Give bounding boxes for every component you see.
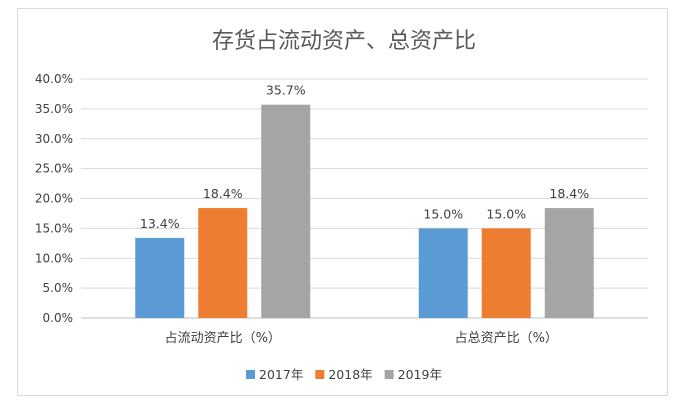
bar-data-label: 18.4%: [549, 186, 589, 201]
y-tick-label: 0.0%: [43, 311, 74, 325]
bar-data-label: 35.7%: [266, 83, 306, 98]
bar: [418, 228, 468, 318]
legend-swatch: [246, 370, 256, 379]
y-axis: 0.0% 5.0% 10.0% 15.0% 20.0% 25.0% 30.0% 35.0% 40…: [35, 72, 73, 325]
y-tick-label: 25.0%: [35, 162, 73, 176]
legend-label: 2019年: [398, 367, 442, 382]
data-labels: 13.4% 18.4% 35.7% 15.0% 15.0% 18.4%: [140, 83, 589, 231]
chart-title: 存货占流动资产、总资产比: [212, 29, 476, 54]
y-tick-label: 20.0%: [35, 192, 73, 206]
chart-frame: 存货占流动资产、总资产比 0.0% 5.0% 10.0% 15.0% 20.0% 25.0…: [17, 8, 668, 396]
y-tick-label: 15.0%: [35, 221, 73, 235]
legend-item: 2018年: [315, 367, 373, 382]
x-category-label: 占总资产比（%）: [455, 331, 558, 346]
x-axis: 占流动资产比（%） 占总资产比（%）: [165, 331, 558, 346]
legend-item: 2019年: [384, 367, 442, 382]
bar: [544, 208, 594, 318]
legend: 2017年 2018年 2019年: [246, 367, 442, 382]
bar-data-label: 13.4%: [140, 216, 180, 231]
bar-data-label: 15.0%: [486, 206, 526, 221]
bar-data-label: 15.0%: [423, 206, 463, 221]
y-tick-label: 35.0%: [35, 102, 73, 116]
bar: [481, 228, 531, 318]
bar: [261, 104, 311, 318]
bar: [198, 208, 248, 318]
bar: [135, 237, 185, 318]
legend-swatch: [315, 370, 325, 379]
y-tick-label: 5.0%: [43, 281, 74, 295]
x-category-label: 占流动资产比（%）: [165, 331, 281, 346]
y-tick-label: 10.0%: [35, 251, 73, 265]
legend-swatch: [384, 370, 394, 379]
legend-label: 2018年: [328, 367, 372, 382]
y-tick-label: 40.0%: [35, 72, 73, 86]
bars: [135, 104, 594, 318]
bar-data-label: 18.4%: [203, 186, 243, 201]
legend-item: 2017年: [246, 367, 303, 382]
legend-label: 2017年: [259, 367, 303, 382]
y-tick-label: 30.0%: [35, 132, 73, 146]
